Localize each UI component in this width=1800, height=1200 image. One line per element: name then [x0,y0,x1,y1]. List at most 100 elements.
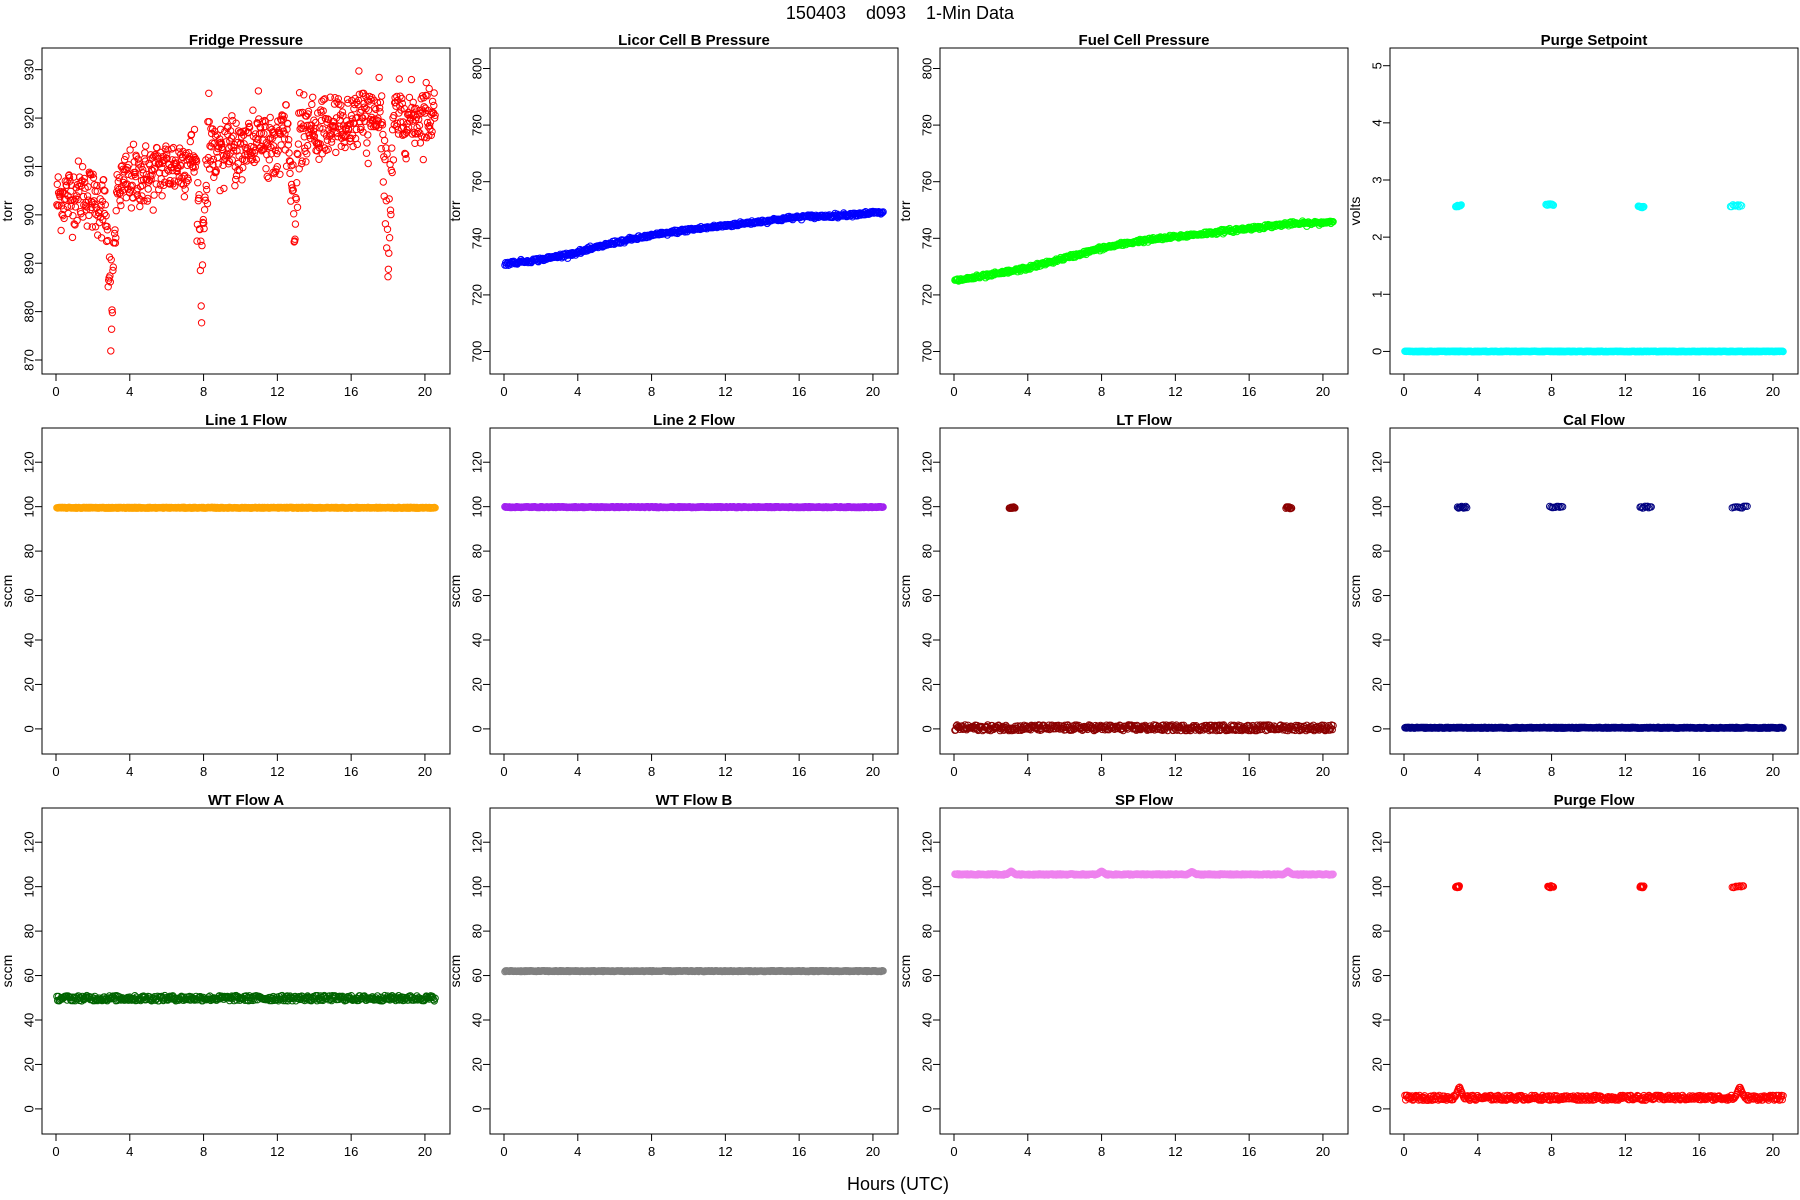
data-point [231,182,239,190]
data-point [199,215,208,224]
y-tick-label: 4 [1369,119,1384,126]
data-point [298,157,306,165]
data-point [333,129,342,137]
data-point [162,142,170,150]
data-series [53,503,439,512]
data-point [149,206,157,214]
y-tick-label: 120 [21,451,36,473]
panel-title: Fridge Pressure [189,32,303,49]
y-tick-label: 720 [469,284,484,306]
data-point [320,144,329,152]
data-point [111,239,120,247]
data-point [57,226,65,235]
y-tick-label: 0 [21,1105,36,1112]
data-point [68,233,77,242]
x-tick-label: 0 [1400,384,1407,399]
data-point [316,140,324,148]
y-tick-label: 2 [1369,234,1384,241]
data-point [291,235,299,243]
data-point [401,130,409,138]
data-point [155,185,163,194]
data-point [264,143,272,151]
y-tick-label: 5 [1369,62,1384,69]
data-point [101,187,109,195]
data-point [405,93,414,102]
data-point [337,101,345,109]
data-point [385,249,393,257]
data-point [243,150,252,158]
data-point [144,185,152,193]
data-point [317,108,325,116]
data-point [418,92,427,100]
data-point [208,125,217,133]
data-point [265,156,273,164]
data-point [378,92,386,100]
data-point [289,161,297,169]
data-point [149,167,157,175]
data-point [878,209,886,217]
data-point [197,319,206,327]
data-point [341,143,349,152]
data-point [327,138,336,146]
y-axis-label: torr [447,200,463,221]
data-point [126,146,134,154]
data-point [383,150,391,158]
x-tick-label: 4 [126,384,133,399]
data-point [357,123,365,132]
x-tick-label: 16 [792,764,806,779]
data-point [186,137,195,146]
x-tick-label: 16 [1692,764,1706,779]
data-point [125,161,133,169]
data-point [1737,202,1746,210]
data-point [217,140,226,148]
data-point [127,182,135,190]
x-tick-label: 4 [1024,384,1031,399]
x-tick-label: 0 [500,384,507,399]
data-point [112,207,120,215]
y-tick-label: 760 [919,171,934,193]
data-point [131,168,139,177]
data-point [293,203,302,212]
data-point [285,136,293,144]
panel-title: Line 2 Flow [653,412,735,429]
data-point [339,112,347,120]
data-series [1401,502,1787,732]
data-point [385,195,393,203]
data-point [222,138,230,146]
data-point [169,143,178,152]
data-point [385,234,394,242]
data-point [349,142,357,151]
data-point [307,125,315,133]
data-point [65,174,74,182]
data-point [302,158,310,166]
x-tick-label: 8 [648,384,655,399]
data-point [260,130,268,138]
data-point [367,95,375,104]
data-point [163,150,171,158]
y-tick-label: 720 [919,284,934,306]
data-point [280,135,289,143]
data-point [379,178,387,186]
data-point [198,261,207,269]
x-tick-label: 8 [1098,384,1105,399]
y-tick-label: 120 [21,831,36,853]
data-point [375,73,383,82]
data-point [142,170,151,179]
data-series [951,503,1337,735]
data-point [288,187,297,195]
data-point [150,191,158,199]
data-point [216,125,225,134]
data-point [80,174,89,183]
data-point [879,208,887,216]
data-point [196,225,204,234]
y-tick-label: 60 [21,968,36,982]
data-point [228,112,236,120]
data-point [424,123,432,131]
y-tick-label: 100 [1369,496,1384,518]
data-point [861,211,869,219]
y-tick-label: 800 [469,58,484,80]
y-tick-label: 800 [919,58,934,80]
x-tick-label: 12 [270,1144,284,1159]
